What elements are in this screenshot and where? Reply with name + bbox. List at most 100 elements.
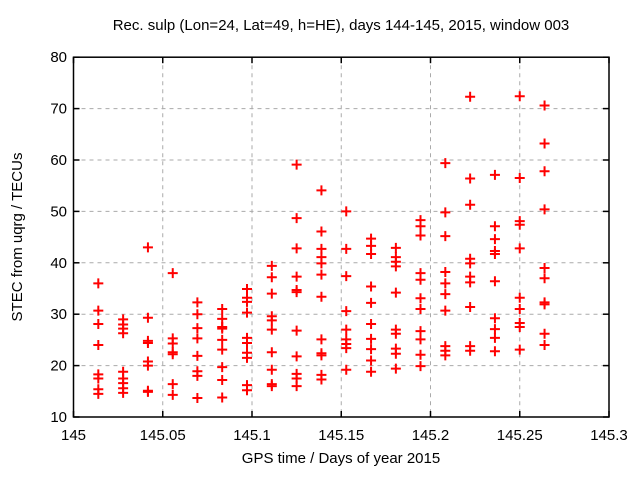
data-point	[316, 226, 327, 237]
data-point	[390, 287, 401, 298]
data-point	[192, 297, 203, 308]
data-point	[142, 386, 153, 397]
data-point	[390, 261, 401, 272]
data-point	[217, 344, 228, 355]
y-tick-label: 20	[50, 358, 67, 375]
data-point	[242, 337, 253, 348]
data-point	[390, 328, 401, 339]
data-point	[192, 323, 203, 334]
data-point	[440, 350, 451, 361]
data-point	[217, 334, 228, 345]
data-point	[366, 355, 377, 366]
data-point	[514, 172, 525, 183]
data-point	[390, 363, 401, 374]
data-point	[489, 249, 500, 260]
data-point	[266, 315, 277, 326]
data-point	[366, 318, 377, 329]
data-point	[465, 199, 476, 210]
data-point	[440, 278, 451, 289]
y-tick-label: 60	[50, 152, 67, 169]
data-point	[142, 242, 153, 253]
data-point	[539, 204, 550, 215]
y-tick-label: 40	[50, 255, 67, 272]
data-point	[539, 340, 550, 351]
chart-title: Rec. sulp (Lon=24, Lat=49, h=HE), days 1…	[113, 17, 570, 34]
data-point	[341, 271, 352, 282]
data-point	[539, 262, 550, 273]
data-point	[341, 343, 352, 354]
data-point	[514, 219, 525, 230]
x-tick-label: 145	[61, 427, 86, 444]
data-point	[465, 345, 476, 356]
data-point	[142, 312, 153, 323]
data-point	[539, 100, 550, 111]
data-point	[316, 374, 327, 385]
data-point	[341, 306, 352, 317]
data-point	[266, 364, 277, 375]
data-point	[489, 221, 500, 232]
data-point	[539, 166, 550, 177]
data-point	[266, 288, 277, 299]
x-tick-label: 145.1	[233, 427, 271, 444]
data-point	[415, 230, 426, 241]
data-point	[316, 291, 327, 302]
data-point	[93, 388, 104, 399]
data-point	[316, 258, 327, 269]
data-point	[192, 309, 203, 320]
data-point	[291, 243, 302, 254]
data-point	[242, 307, 253, 318]
data-point	[291, 213, 302, 224]
data-point	[514, 91, 525, 102]
data-point	[266, 324, 277, 335]
data-point	[489, 169, 500, 180]
data-point	[415, 304, 426, 315]
data-point	[291, 271, 302, 282]
data-point	[366, 281, 377, 292]
data-point	[118, 328, 129, 339]
y-tick-label: 30	[50, 306, 67, 323]
data-point	[465, 173, 476, 184]
data-point	[415, 221, 426, 232]
data-point	[440, 207, 451, 218]
data-point	[465, 277, 476, 288]
data-point	[291, 351, 302, 362]
data-point	[489, 324, 500, 335]
data-point	[266, 381, 277, 392]
data-point	[415, 349, 426, 360]
x-tick-label: 145.2	[412, 427, 450, 444]
data-point	[142, 337, 153, 348]
x-tick-label: 145.15	[318, 427, 364, 444]
data-point	[440, 267, 451, 278]
data-point	[291, 381, 302, 392]
data-point	[514, 344, 525, 355]
data-point	[489, 346, 500, 357]
plot-area: 145 145.05 145.1 145.15 145.2 145.25 145.3 10 20…	[50, 49, 627, 444]
data-point	[217, 323, 228, 334]
x-tick-label: 145.05	[140, 427, 186, 444]
data-point	[167, 389, 178, 400]
data-point	[366, 344, 377, 355]
data-point	[341, 364, 352, 375]
data-point	[539, 299, 550, 310]
x-tick-label: 145.25	[497, 427, 543, 444]
y-tick-label: 10	[50, 409, 67, 426]
data-point	[316, 350, 327, 361]
data-point	[266, 272, 277, 283]
data-point	[341, 206, 352, 217]
data-point	[366, 366, 377, 377]
data-point	[192, 333, 203, 344]
data-point	[415, 293, 426, 304]
data-point	[167, 379, 178, 390]
y-tick-label: 80	[50, 49, 67, 66]
data-point	[514, 243, 525, 254]
data-point	[415, 361, 426, 372]
data-point	[440, 289, 451, 300]
data-point	[390, 242, 401, 253]
data-point	[242, 385, 253, 396]
data-point	[440, 231, 451, 242]
y-axis-label: STEC from uqrg / TECUs	[9, 153, 26, 322]
data-point	[465, 91, 476, 102]
data-point	[316, 269, 327, 280]
data-point	[217, 374, 228, 385]
